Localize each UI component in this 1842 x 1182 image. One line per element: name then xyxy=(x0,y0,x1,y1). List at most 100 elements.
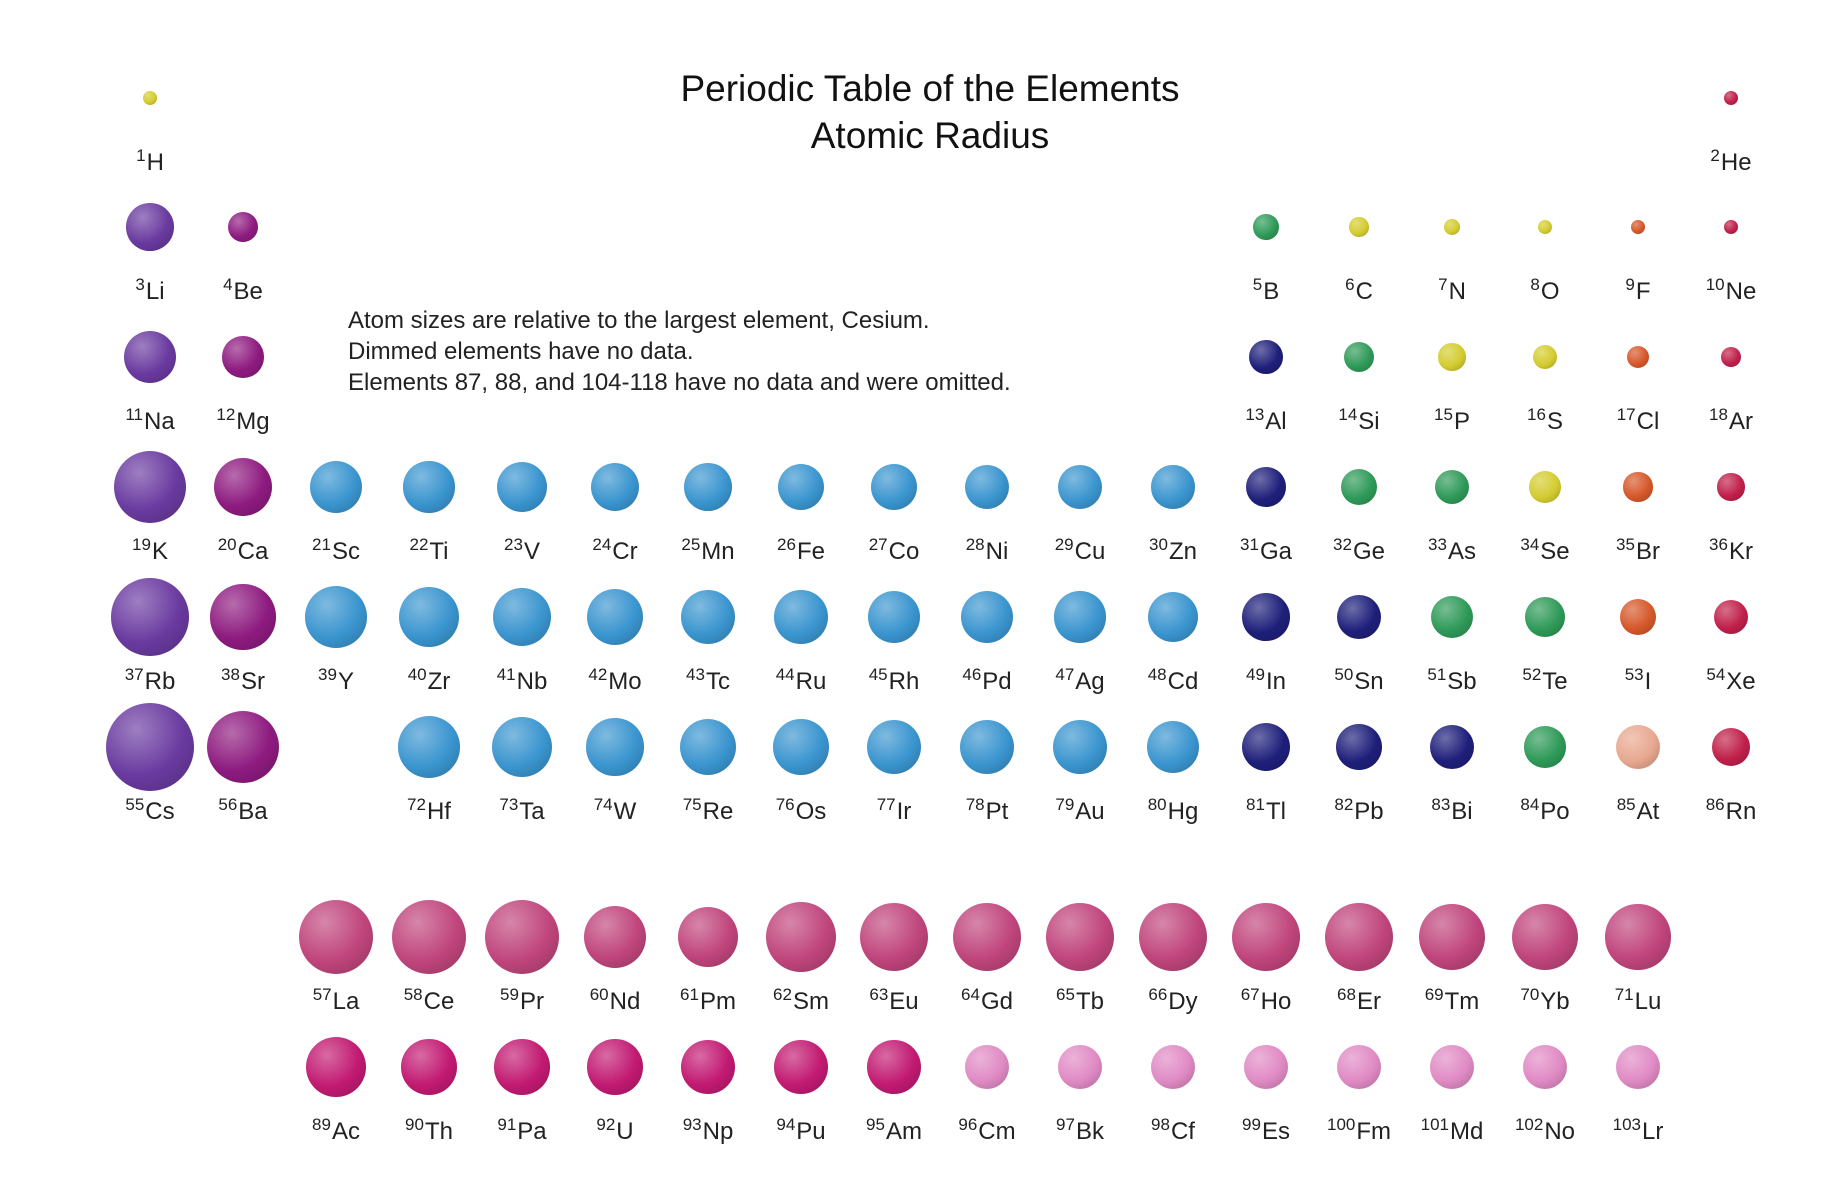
atomic-number: 24 xyxy=(592,535,612,554)
element-label: 30Zn xyxy=(1127,535,1219,566)
element-label: 25Mn xyxy=(662,535,754,566)
atomic-number: 83 xyxy=(1431,795,1451,814)
element-os: 76Os xyxy=(755,699,847,829)
atom-sphere xyxy=(210,584,276,650)
element-symbol: Ce xyxy=(423,988,455,1015)
atomic-number: 18 xyxy=(1709,405,1728,424)
atomic-number: 10 xyxy=(1705,275,1725,294)
element-au: 79Au xyxy=(1034,699,1126,829)
element-symbol: Nd xyxy=(609,988,641,1015)
element-am: 95Am xyxy=(848,1019,940,1149)
element-label: 103Lr xyxy=(1592,1115,1684,1146)
element-pr: 59Pr xyxy=(476,889,568,1019)
atomic-number: 84 xyxy=(1520,795,1540,814)
element-symbol: F xyxy=(1635,278,1651,305)
atom-sphere xyxy=(494,1039,550,1095)
atomic-number: 40 xyxy=(407,665,427,684)
element-symbol: Ca xyxy=(237,538,269,565)
element-symbol: O xyxy=(1540,278,1560,305)
element-as: 33As xyxy=(1406,439,1498,569)
atom-sphere xyxy=(1325,903,1393,971)
atomic-number: 39 xyxy=(318,665,337,684)
atom-sphere xyxy=(1444,219,1460,235)
element-ge: 32Ge xyxy=(1313,439,1405,569)
atomic-number: 35 xyxy=(1616,535,1635,554)
atomic-number: 103 xyxy=(1612,1115,1642,1134)
atomic-number: 94 xyxy=(776,1115,796,1134)
element-label: 56Ba xyxy=(197,795,289,826)
atomic-number: 66 xyxy=(1148,985,1168,1004)
atomic-number: 9 xyxy=(1625,275,1635,294)
element-ne: 10Ne xyxy=(1685,179,1777,309)
atom-sphere xyxy=(492,717,552,777)
element-la: 57La xyxy=(290,889,382,1019)
element-v: 23V xyxy=(476,439,568,569)
element-symbol: Tb xyxy=(1075,988,1104,1015)
atomic-number: 102 xyxy=(1514,1115,1544,1134)
element-symbol: Ho xyxy=(1260,988,1292,1015)
element-symbol: No xyxy=(1544,1118,1576,1145)
element-al: 13Al xyxy=(1220,309,1312,439)
element-cu: 29Cu xyxy=(1034,439,1126,569)
element-sc: 21Sc xyxy=(290,439,382,569)
atom-sphere xyxy=(1430,725,1474,769)
atomic-number: 67 xyxy=(1240,985,1260,1004)
element-label: 91Pa xyxy=(476,1115,568,1146)
element-label: 50Sn xyxy=(1313,665,1405,696)
element-label: 9F xyxy=(1592,275,1684,306)
atom-sphere xyxy=(1430,595,1474,639)
element-label: 68Er xyxy=(1313,985,1405,1016)
atom-sphere xyxy=(1418,903,1486,971)
atom-sphere xyxy=(867,1040,921,1094)
element-label: 35Br xyxy=(1592,535,1684,566)
atom-sphere xyxy=(1724,220,1738,234)
element-label: 1H xyxy=(104,146,196,177)
element-label: 24Cr xyxy=(569,535,661,566)
element-label: 72Hf xyxy=(383,795,475,826)
atomic-number: 90 xyxy=(405,1115,424,1134)
element-label: 99Es xyxy=(1220,1115,1312,1146)
atomic-number: 99 xyxy=(1242,1115,1261,1134)
atom-sphere xyxy=(961,591,1013,643)
element-label: 15P xyxy=(1406,405,1498,436)
element-ni: 28Ni xyxy=(941,439,1033,569)
element-dy: 66Dy xyxy=(1127,889,1219,1019)
element-symbol: Md xyxy=(1450,1118,1484,1145)
element-pb: 82Pb xyxy=(1313,699,1405,829)
element-label: 80Hg xyxy=(1127,795,1219,826)
atom-sphere xyxy=(1147,591,1199,643)
element-no: 102No xyxy=(1499,1019,1591,1149)
element-symbol: Te xyxy=(1542,668,1568,695)
element-w: 74W xyxy=(569,699,661,829)
element-label: 23V xyxy=(476,535,568,566)
element-symbol: Yb xyxy=(1540,988,1570,1015)
element-symbol: Zr xyxy=(427,668,451,695)
element-symbol: Rh xyxy=(888,668,920,695)
element-ta: 73Ta xyxy=(476,699,568,829)
element-label: 41Nb xyxy=(476,665,568,696)
atom-sphere xyxy=(143,91,157,105)
element-ac: 89Ac xyxy=(290,1019,382,1149)
atom-sphere xyxy=(1724,91,1738,105)
element-symbol: He xyxy=(1720,149,1752,176)
atom-sphere xyxy=(681,1040,735,1094)
element-he: 2He xyxy=(1685,50,1777,180)
atom-sphere xyxy=(1151,465,1195,509)
element-pu: 94Pu xyxy=(755,1019,847,1149)
element-symbol: U xyxy=(616,1118,634,1145)
element-label: 95Am xyxy=(848,1115,940,1146)
atom-sphere xyxy=(1430,1045,1474,1089)
element-label: 48Cd xyxy=(1127,665,1219,696)
element-gd: 64Gd xyxy=(941,889,1033,1019)
element-label: 40Zr xyxy=(383,665,475,696)
element-label: 29Cu xyxy=(1034,535,1126,566)
element-label: 66Dy xyxy=(1127,985,1219,1016)
atom-sphere xyxy=(1046,903,1114,971)
element-label: 78Pt xyxy=(941,795,1033,826)
element-symbol: Fe xyxy=(796,538,825,565)
atom-sphere xyxy=(485,900,559,974)
element-label: 37Rb xyxy=(104,665,196,696)
atomic-number: 86 xyxy=(1705,795,1725,814)
element-symbol: Nb xyxy=(516,668,548,695)
element-label: 44Ru xyxy=(755,665,847,696)
